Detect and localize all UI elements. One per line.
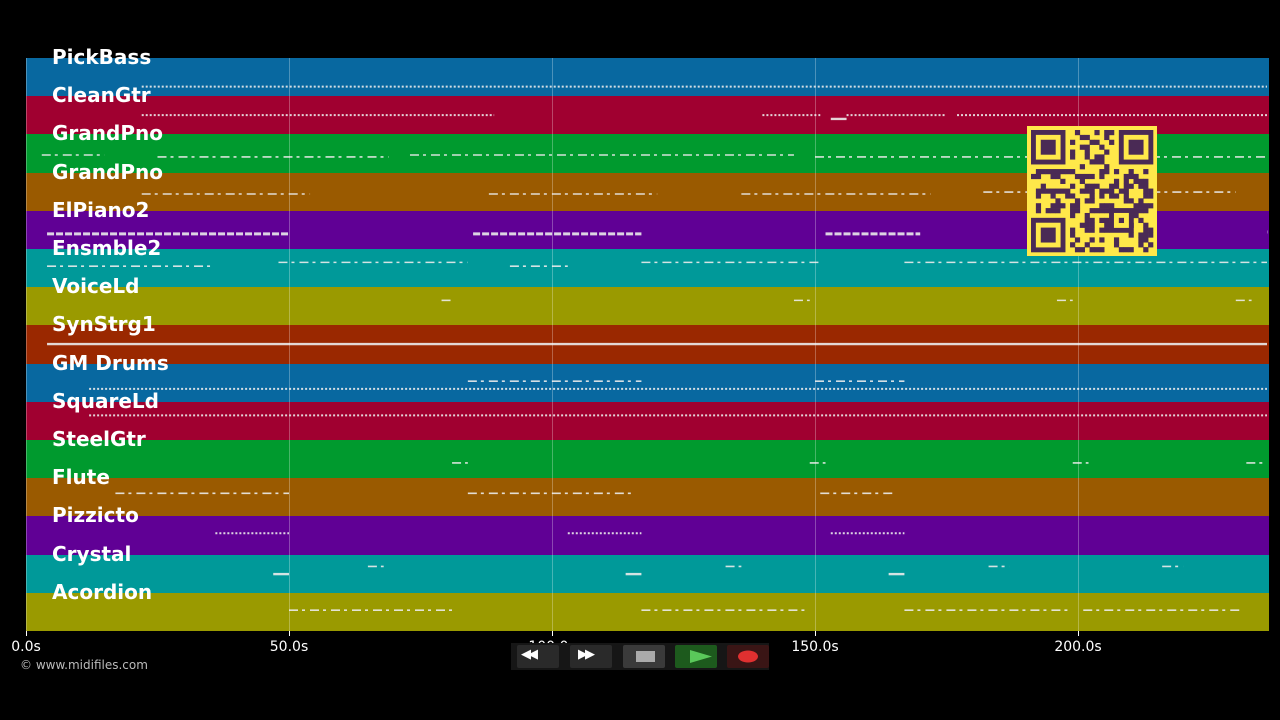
track-name: ElPiano2 bbox=[52, 197, 150, 222]
track-notes bbox=[215, 532, 905, 535]
track-name: PickBass bbox=[52, 45, 152, 69]
time-tick bbox=[815, 631, 816, 636]
track-notes bbox=[89, 414, 1267, 417]
track-lane[interactable] bbox=[26, 363, 1269, 403]
time-gridline bbox=[289, 58, 290, 631]
track-notes bbox=[141, 114, 1267, 121]
record-icon bbox=[738, 650, 758, 663]
track-lane[interactable] bbox=[26, 58, 1269, 97]
track-lane[interactable] bbox=[26, 516, 1269, 556]
track-notes bbox=[452, 462, 1267, 464]
rewind-icon: ◀◀ bbox=[521, 647, 538, 662]
track-name: Crystal bbox=[52, 541, 132, 566]
record-button[interactable] bbox=[727, 645, 769, 668]
track-notes bbox=[273, 565, 1184, 575]
track-name: Acordion bbox=[52, 579, 153, 604]
track-lane[interactable] bbox=[26, 287, 1269, 326]
track-notes bbox=[115, 492, 894, 495]
track-name: SynStrg1 bbox=[52, 312, 156, 337]
track-name: SquareLd bbox=[52, 388, 159, 413]
track-lane[interactable] bbox=[26, 440, 1269, 479]
stop-button[interactable] bbox=[623, 645, 665, 668]
track-name: SteelGtr bbox=[52, 427, 146, 451]
time-label: 50.0s bbox=[269, 639, 309, 655]
track-name: GrandPno bbox=[52, 159, 163, 184]
time-gridline bbox=[26, 58, 27, 631]
track-name: GM Drums bbox=[52, 350, 169, 375]
track-lane[interactable] bbox=[26, 592, 1269, 632]
track-notes bbox=[47, 343, 1267, 346]
track-name: Ensmble2 bbox=[52, 236, 162, 260]
time-gridline bbox=[815, 58, 816, 631]
track-lane[interactable] bbox=[26, 478, 1269, 517]
time-label: 0.0s bbox=[11, 639, 41, 655]
play-icon bbox=[690, 650, 712, 663]
track-notes bbox=[289, 609, 1242, 611]
time-tick bbox=[289, 631, 290, 636]
time-label: 150.0s bbox=[791, 639, 839, 655]
play-button[interactable] bbox=[675, 645, 717, 668]
fast-forward-button[interactable]: ▶▶ bbox=[570, 645, 612, 668]
time-tick bbox=[1078, 631, 1079, 636]
track-notes bbox=[47, 230, 1268, 236]
fast-forward-icon: ▶▶ bbox=[578, 647, 595, 662]
track-notes bbox=[141, 85, 1267, 88]
time-label: 200.0s bbox=[1054, 639, 1102, 655]
copyright-text: © www.midifiles.com bbox=[20, 658, 148, 672]
rewind-button[interactable]: ◀◀ bbox=[517, 645, 559, 668]
track-name: Pizzicto bbox=[52, 503, 139, 528]
time-gridline bbox=[552, 58, 553, 631]
stop-icon bbox=[636, 651, 655, 662]
track-notes bbox=[47, 261, 1267, 267]
track-notes bbox=[441, 299, 1252, 302]
track-name: VoiceLd bbox=[52, 274, 140, 299]
track-notes bbox=[89, 379, 1267, 390]
track-lane[interactable] bbox=[26, 401, 1269, 441]
time-tick bbox=[26, 631, 27, 636]
qr-code-icon bbox=[1031, 130, 1154, 253]
track-name: Flute bbox=[52, 465, 110, 490]
time-gridline bbox=[1078, 58, 1079, 631]
track-lane[interactable] bbox=[26, 554, 1269, 594]
track-lane[interactable] bbox=[26, 325, 1269, 365]
track-name: GrandPno bbox=[52, 121, 163, 146]
time-tick bbox=[552, 631, 553, 636]
qr-code bbox=[1027, 126, 1157, 256]
track-name: CleanGtr bbox=[52, 83, 151, 108]
